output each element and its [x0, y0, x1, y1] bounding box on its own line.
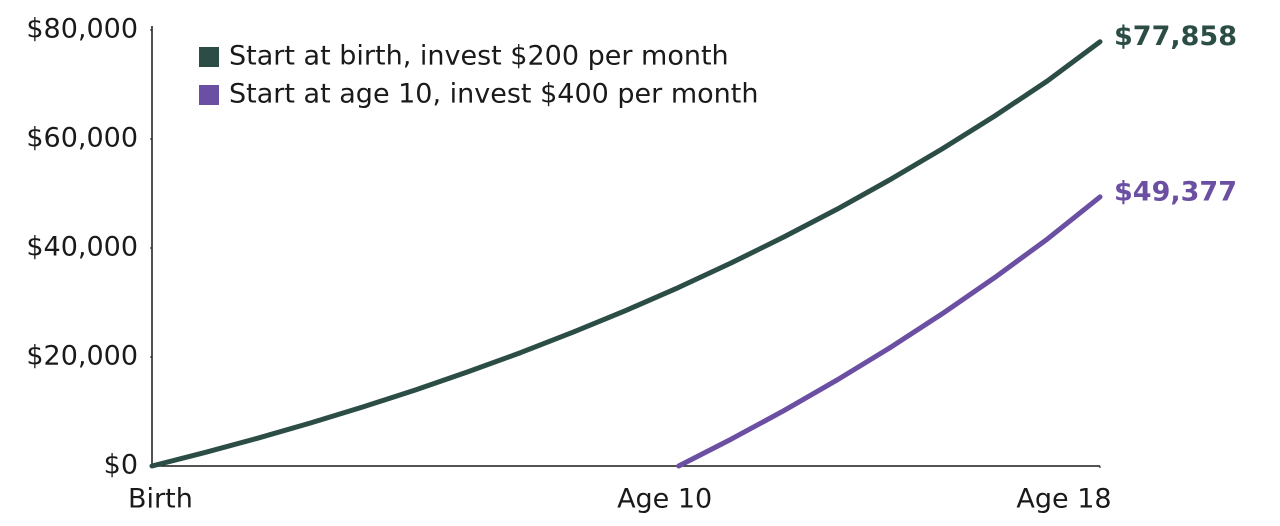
y-tick-label: $40,000 — [26, 232, 138, 263]
x-tick-label: Birth — [128, 484, 193, 515]
line — [149, 39, 1103, 469]
y-tick-label: $20,000 — [26, 341, 138, 372]
legend-label: Start at birth, invest $200 per month — [229, 41, 729, 72]
value-label: $49,377 — [1114, 176, 1237, 207]
line — [676, 194, 1103, 469]
legend-label: Start at age 10, invest $400 per month — [229, 79, 758, 110]
y-tick-label: $60,000 — [26, 123, 138, 154]
legend-swatch — [199, 47, 219, 67]
x-tick-label: Age 18 — [1016, 484, 1111, 515]
y-tick-label: $0 — [104, 450, 138, 481]
value-label: $77,858 — [1114, 21, 1237, 52]
legend-swatch — [199, 85, 219, 105]
x-tick-label: Age 10 — [617, 484, 712, 515]
y-tick-label: $80,000 — [26, 14, 138, 45]
